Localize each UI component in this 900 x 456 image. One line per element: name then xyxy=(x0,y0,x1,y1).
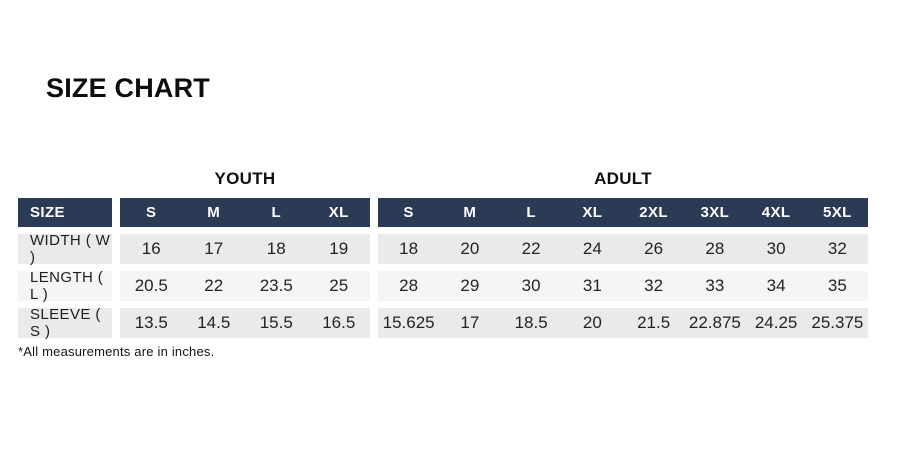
adult-header-3xl: 3XL xyxy=(700,204,730,221)
value-cell: 20 xyxy=(582,313,602,332)
page-title: SIZE CHART xyxy=(46,73,210,103)
value-cell: 17 xyxy=(204,239,224,258)
adult-header-s: S xyxy=(403,204,414,221)
value-cell: 22 xyxy=(204,276,224,295)
size-header-cell: SIZE xyxy=(18,198,112,227)
value-cell: 31 xyxy=(582,276,602,295)
value-cell: 19 xyxy=(329,239,349,258)
width-adult-values: 18 20 22 24 26 28 30 32 xyxy=(378,234,868,264)
length-youth-values: 20.5 22 23.5 25 xyxy=(120,271,370,301)
value-cell: 25 xyxy=(329,276,349,295)
adult-header-l: L xyxy=(526,204,536,221)
adult-header-row: S M L XL 2XL 3XL 4XL 5XL xyxy=(378,198,868,227)
value-cell: 22 xyxy=(521,239,541,258)
value-cell: 34 xyxy=(766,276,786,295)
footnote: *All measurements are in inches. xyxy=(18,344,215,359)
value-cell: 26 xyxy=(644,239,664,258)
adult-header-5xl: 5XL xyxy=(823,204,852,221)
value-cell: 18 xyxy=(266,239,286,258)
value-cell: 30 xyxy=(766,239,786,258)
value-cell: 25.375 xyxy=(811,313,864,332)
group-label-youth: YOUTH xyxy=(214,169,276,188)
sleeve-adult-values: 15.625 17 18.5 20 21.5 22.875 24.25 25.3… xyxy=(378,308,868,338)
youth-header-s: S xyxy=(146,204,157,221)
adult-header-4xl: 4XL xyxy=(761,204,791,221)
value-cell: 33 xyxy=(705,276,725,295)
value-cell: 29 xyxy=(460,276,480,295)
value-cell: 18.5 xyxy=(514,313,548,332)
value-cell: 28 xyxy=(399,276,419,295)
value-cell: 35 xyxy=(827,276,847,295)
youth-header-m: M xyxy=(207,204,221,221)
value-cell: 18 xyxy=(399,239,419,258)
value-cell: 13.5 xyxy=(134,313,168,332)
value-cell: 24.25 xyxy=(754,313,798,332)
value-cell: 17 xyxy=(460,313,480,332)
value-cell: 22.875 xyxy=(688,313,741,332)
value-cell: 32 xyxy=(827,239,847,258)
value-cell: 20.5 xyxy=(134,276,168,295)
row-label-length: LENGTH ( L ) xyxy=(18,269,112,303)
value-cell: 32 xyxy=(644,276,664,295)
row-label-sleeve: SLEEVE ( S ) xyxy=(18,306,112,340)
group-label-adult: ADULT xyxy=(594,169,652,188)
adult-header-m: M xyxy=(463,204,477,221)
adult-header-2xl: 2XL xyxy=(639,204,668,221)
value-cell: 30 xyxy=(521,276,541,295)
row-label-width: WIDTH ( W ) xyxy=(18,232,112,266)
value-cell: 16.5 xyxy=(322,313,356,332)
value-cell: 15.625 xyxy=(382,313,435,332)
value-cell: 24 xyxy=(582,239,602,258)
value-cell: 20 xyxy=(460,239,480,258)
value-cell: 21.5 xyxy=(637,313,671,332)
value-cell: 28 xyxy=(705,239,725,258)
youth-header-l: L xyxy=(271,204,282,221)
value-cell: 16 xyxy=(141,239,161,258)
width-youth-values: 16 17 18 19 xyxy=(120,234,370,264)
youth-header-xl: XL xyxy=(328,204,349,221)
adult-header-xl: XL xyxy=(582,204,603,221)
value-cell: 15.5 xyxy=(259,313,293,332)
sleeve-youth-values: 13.5 14.5 15.5 16.5 xyxy=(120,308,370,338)
length-adult-values: 28 29 30 31 32 33 34 35 xyxy=(378,271,868,301)
youth-header-row: S M L XL xyxy=(120,198,370,227)
value-cell: 23.5 xyxy=(259,276,293,295)
value-cell: 14.5 xyxy=(197,313,231,332)
